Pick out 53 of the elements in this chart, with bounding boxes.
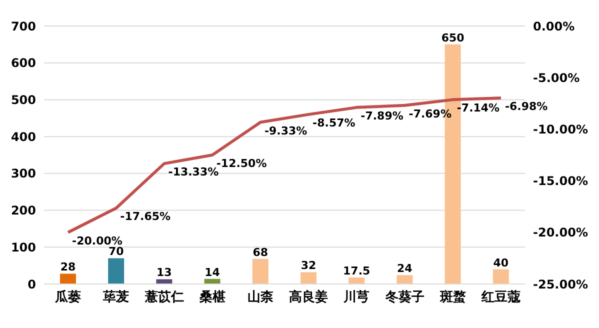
y-tick-label: 600 — [10, 56, 36, 70]
y-tick-label: 400 — [10, 130, 36, 144]
data-label: 32 — [300, 259, 316, 272]
y2-tick-label: -20.00% — [533, 226, 588, 240]
data-label: -8.57% — [312, 116, 356, 130]
bar — [156, 279, 172, 284]
y2-tick-label: -10.00% — [533, 122, 588, 136]
data-label: 70 — [108, 245, 124, 258]
x-tick-label: 瓜蒌 — [54, 289, 82, 306]
x-tick-label: 桑椹 — [198, 290, 226, 306]
x-tick-label: 川芎 — [342, 289, 370, 306]
x-tick-label: 薏苡仁 — [144, 289, 184, 306]
data-label: -6.98% — [504, 100, 548, 114]
data-label: -9.33% — [264, 124, 308, 138]
x-tick-label: 荜茇 — [102, 289, 130, 306]
x-tick-label: 山柰 — [247, 290, 274, 306]
y-tick-label: 300 — [10, 166, 36, 181]
data-label: 24 — [397, 262, 413, 276]
data-label: -13.33% — [168, 166, 219, 179]
data-label: 40 — [493, 256, 509, 270]
y2-tick-label: -5.00% — [533, 70, 580, 85]
x-tick-label: 斑蝥 — [438, 289, 466, 306]
bar — [252, 258, 268, 284]
y2-tick-label: 0.00% — [533, 19, 575, 34]
y2-tick-label: -25.00% — [533, 277, 588, 292]
data-label: 14 — [204, 266, 220, 279]
y-tick-label: 0 — [28, 277, 36, 292]
y2-tick-label: -15.00% — [533, 174, 588, 188]
data-label: -7.14% — [456, 102, 500, 115]
data-label: -20.00% — [72, 234, 122, 248]
bar — [108, 258, 124, 284]
data-label: 13 — [156, 266, 172, 280]
data-label: 650 — [441, 31, 465, 44]
bar — [348, 278, 365, 284]
data-label: 17.5 — [343, 264, 370, 278]
data-label: 68 — [252, 246, 268, 259]
data-label: -7.89% — [360, 109, 404, 122]
x-tick-label: 红豆蔻 — [480, 289, 520, 306]
y-tick-label: 700 — [10, 19, 36, 34]
x-tick-label: 高良姜 — [289, 289, 328, 306]
bar — [396, 275, 413, 284]
line-series — [66, 96, 502, 234]
y-tick-label: 500 — [10, 92, 36, 107]
data-label: -7.69% — [408, 107, 452, 120]
data-label: -12.50% — [216, 157, 267, 170]
data-label: -17.65% — [120, 210, 171, 224]
y-tick-label: 200 — [10, 204, 36, 218]
data-label: 28 — [60, 260, 76, 274]
bar — [60, 274, 76, 284]
y-tick-label: 100 — [10, 240, 36, 254]
x-tick-label: 冬葵子 — [384, 289, 424, 306]
bar — [300, 272, 316, 284]
bar — [492, 269, 509, 284]
